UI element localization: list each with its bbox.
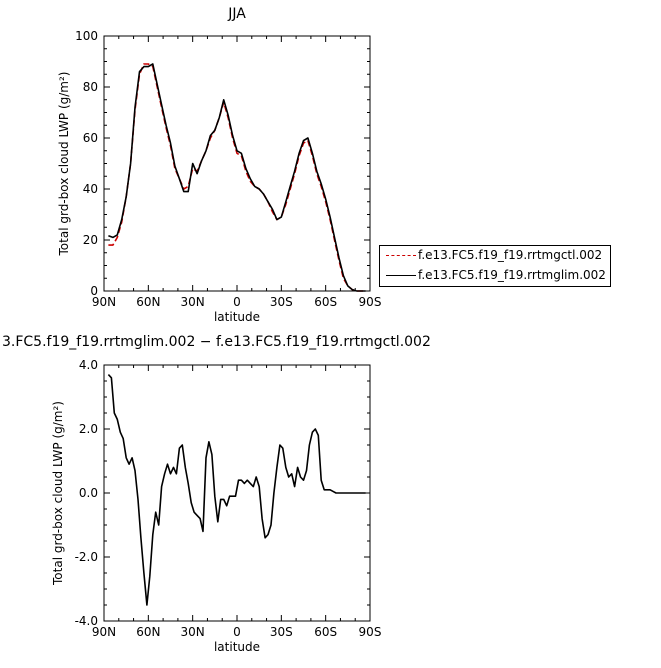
- x-tick-label: 60N: [136, 295, 160, 309]
- x-tick-label: 30S: [270, 625, 293, 639]
- y-axis-label: Total grd-box cloud LWP (g/m²): [57, 72, 71, 257]
- y-axis-label: Total grd-box cloud LWP (g/m²): [51, 401, 65, 586]
- y-tick-label: 20: [83, 233, 98, 247]
- x-tick-label: 60N: [136, 625, 160, 639]
- x-axis-label: latitude: [214, 310, 260, 324]
- y-tick-label: 80: [83, 80, 98, 94]
- legend-entry-lim: f.e13.FC5.f19_f19.rrtmglim.002: [380, 266, 610, 286]
- x-tick-label: 90S: [359, 625, 382, 639]
- y-tick-label: -4.0: [75, 614, 98, 628]
- x-tick-label: 0: [233, 625, 241, 639]
- x-tick-label: 0: [233, 295, 241, 309]
- legend-swatch-dashed: [386, 255, 416, 256]
- legend-swatch-solid: [386, 275, 416, 276]
- x-axis-label: latitude: [214, 640, 260, 654]
- series-line-0: [108, 63, 366, 292]
- x-tick-label: 90N: [92, 625, 116, 639]
- y-tick-label: -2.0: [75, 550, 98, 564]
- y-tick-label: 2.0: [79, 422, 98, 436]
- y-tick-label: 0.0: [79, 486, 98, 500]
- plot-frame: [103, 364, 371, 622]
- y-tick-label: 4.0: [79, 358, 98, 372]
- series-line-1: [108, 63, 366, 292]
- y-tick-label: 100: [75, 29, 98, 43]
- x-tick-label: 30N: [181, 295, 205, 309]
- y-tick-label: 60: [83, 131, 98, 145]
- x-tick-label: 90N: [92, 295, 116, 309]
- x-tick-label: 30S: [270, 295, 293, 309]
- y-tick-label: 0: [90, 284, 98, 298]
- chart-title: 3.FC5.f19_f19.rrtmglim.002 − f.e13.FC5.f…: [2, 334, 431, 350]
- plot-frame: [103, 35, 371, 292]
- x-tick-label: 60S: [314, 295, 337, 309]
- legend: f.e13.FC5.f19_f19.rrtmgctl.002 f.e13.FC5…: [379, 245, 611, 287]
- legend-label-ctl: f.e13.FC5.f19_f19.rrtmgctl.002: [418, 248, 603, 262]
- series-line-0: [107, 374, 366, 606]
- x-tick-label: 90S: [359, 295, 382, 309]
- y-tick-label: 40: [83, 182, 98, 196]
- bottom-panel: 90N 60N 30N 0 30S 60S 90S -4.0 -2.0 0.0 2.0 4.0 3.FC…: [2, 334, 431, 654]
- top-panel: 90N 60N 30N 0 30S 60S 90S 0 20 40 60 80 100 JJA latitu…: [57, 6, 381, 324]
- x-tick-label: 60S: [314, 625, 337, 639]
- legend-entry-ctl: f.e13.FC5.f19_f19.rrtmgctl.002: [380, 246, 610, 266]
- chart-title: JJA: [227, 6, 246, 22]
- legend-label-lim: f.e13.FC5.f19_f19.rrtmglim.002: [418, 268, 606, 282]
- x-tick-label: 30N: [181, 625, 205, 639]
